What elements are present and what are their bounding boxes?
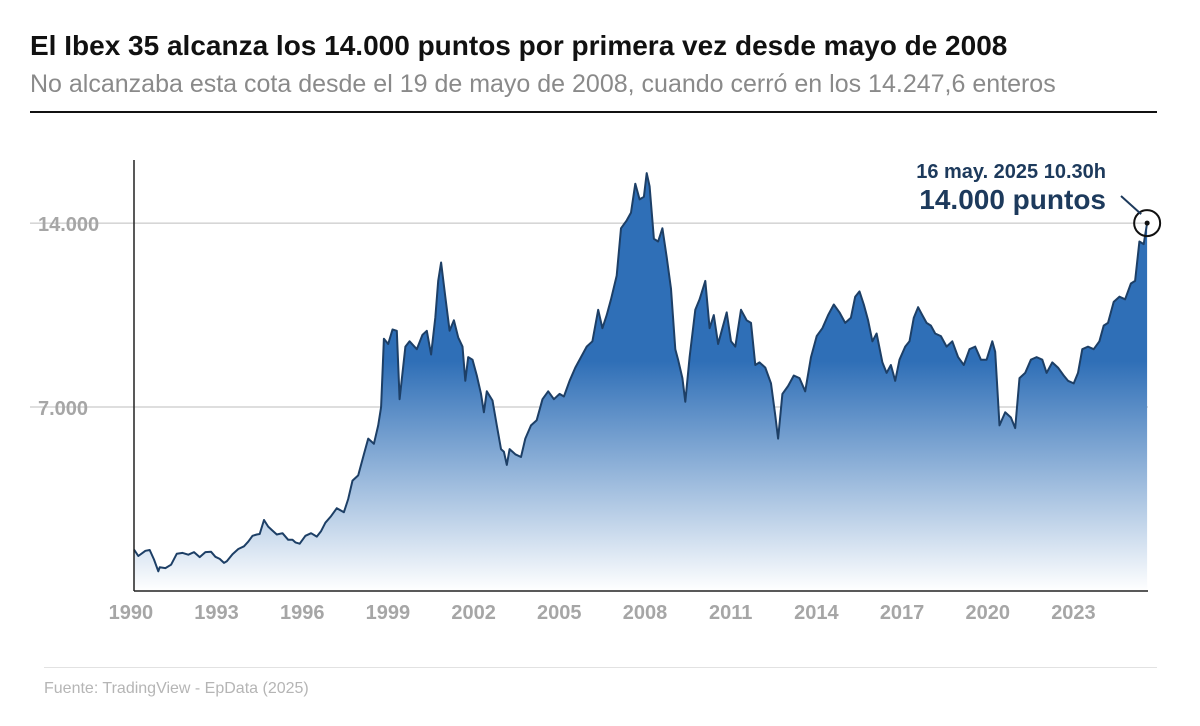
x-tick-label: 2014 — [794, 602, 839, 624]
annotation-point — [1144, 220, 1150, 226]
x-tick-label: 1993 — [194, 602, 239, 624]
title-divider — [30, 111, 1157, 113]
x-tick-label: 2005 — [537, 602, 582, 624]
series-area-fill — [134, 173, 1148, 591]
x-tick-label: 2011 — [709, 602, 752, 624]
annotation-date: 16 may. 2025 10.30h — [916, 161, 1106, 183]
x-tick-label: 2023 — [1051, 602, 1096, 624]
chart-title: El Ibex 35 alcanza los 14.000 puntos por… — [30, 30, 1008, 61]
source-divider — [44, 667, 1157, 668]
axes: 7.000 14.000 1990 1993 1996 1999 2002 2005 2008 2… — [38, 160, 1148, 624]
annotation-leader — [1120, 195, 1142, 215]
series-line — [133, 172, 1149, 573]
annotation-ring — [1133, 209, 1162, 238]
x-tick-label: 2002 — [451, 602, 496, 624]
x-tick-label: 2008 — [623, 602, 668, 624]
area-series — [133, 172, 1149, 591]
y-tick-label: 14.000 — [38, 214, 99, 236]
source-note: Fuente: TradingView - EpData (2025) — [44, 680, 309, 697]
x-tick-label: 2020 — [966, 602, 1011, 624]
y-tick-label: 7.000 — [38, 398, 88, 420]
x-tick-label: 1999 — [366, 602, 411, 624]
x-tick-label: 2017 — [880, 602, 925, 624]
x-tick-label: 1996 — [280, 602, 325, 624]
x-tick-label: 1990 — [109, 602, 154, 624]
annotation-value: 14.000 puntos — [919, 184, 1106, 215]
chart-subtitle: No alcanzaba esta cota desde el 19 de ma… — [30, 70, 1056, 98]
